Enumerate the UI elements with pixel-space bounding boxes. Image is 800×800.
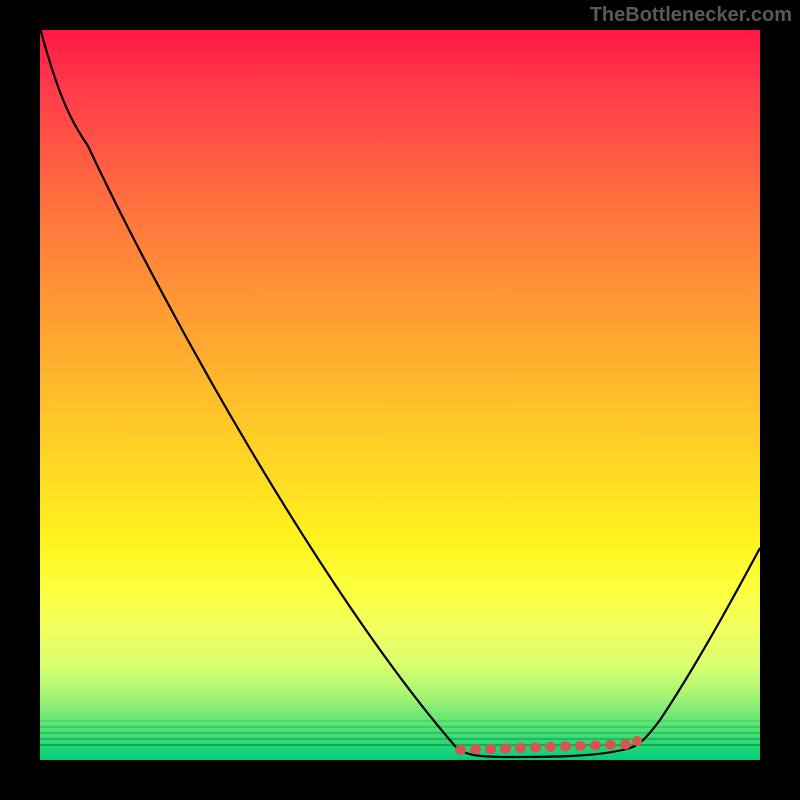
end-dot	[632, 736, 642, 746]
curve-svg	[40, 30, 760, 760]
optimal-range-marker	[460, 744, 636, 750]
plot-area	[40, 30, 760, 760]
watermark-text: TheBottlenecker.com	[590, 4, 792, 27]
bottleneck-curve	[40, 28, 760, 757]
